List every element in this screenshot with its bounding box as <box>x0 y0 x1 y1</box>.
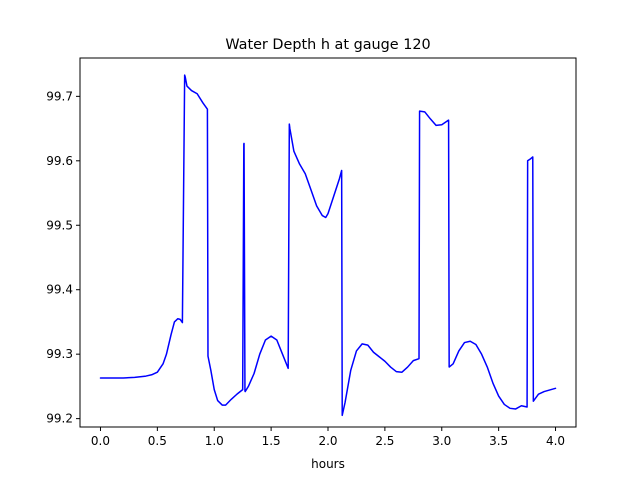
x-tick-label: 1.0 <box>205 434 224 448</box>
y-tick-label: 99.4 <box>46 283 73 297</box>
x-tick-label: 3.5 <box>489 434 508 448</box>
x-tick-label: 3.0 <box>432 434 451 448</box>
x-tick-label: 0.5 <box>148 434 167 448</box>
x-axis: 0.0 0.5 1.0 1.5 2.0 2.5 3.0 3.5 4.0 <box>91 427 565 448</box>
x-tick-label: 4.0 <box>546 434 565 448</box>
y-axis: 99.2 99.3 99.4 99.5 99.6 99.7 <box>46 89 80 426</box>
y-tick-label: 99.7 <box>46 89 73 103</box>
x-tick-label: 0.0 <box>91 434 110 448</box>
y-tick-label: 99.5 <box>46 218 73 232</box>
x-tick-label: 2.5 <box>375 434 394 448</box>
x-tick-label: 2.0 <box>318 434 337 448</box>
y-tick-label: 99.6 <box>46 154 73 168</box>
x-tick-label: 1.5 <box>262 434 281 448</box>
chart-title: Water Depth h at gauge 120 <box>225 37 430 53</box>
series-line-1 <box>99 74 557 417</box>
x-axis-label: hours <box>311 457 345 471</box>
y-tick-label: 99.2 <box>46 412 73 426</box>
y-tick-label: 99.3 <box>46 347 73 361</box>
